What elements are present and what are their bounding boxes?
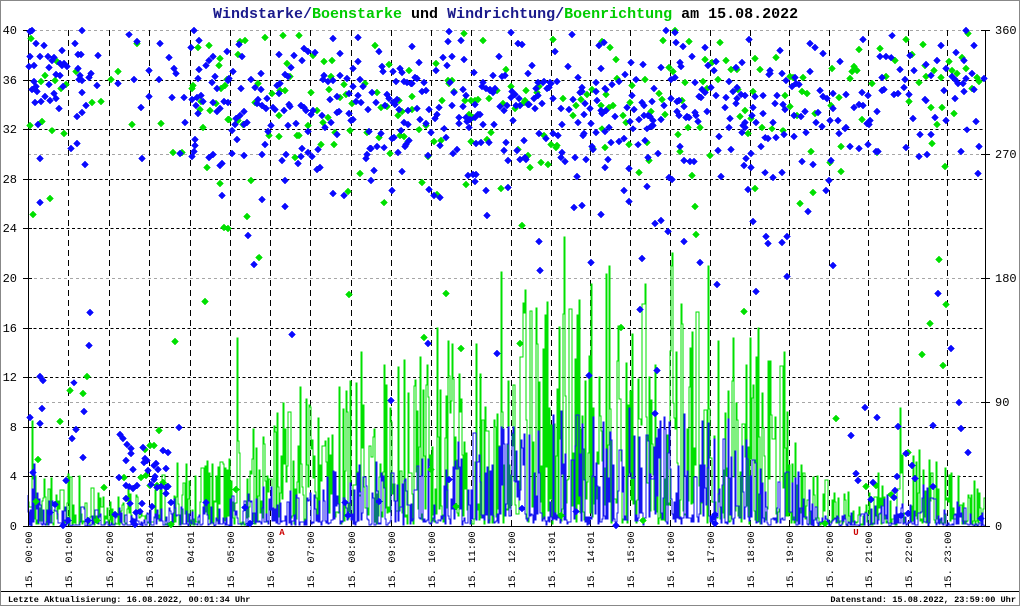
svg-text:15. 22:00: 15. 22:00 [904, 531, 916, 588]
svg-text:Windstarke/Boenstarke und Wind: Windstarke/Boenstarke und Windrichtung/B… [213, 6, 798, 23]
svg-text:A: A [279, 528, 285, 538]
svg-text:15. 20:00: 15. 20:00 [825, 531, 837, 588]
svg-text:40: 40 [3, 24, 17, 38]
svg-text:15. 04:01: 15. 04:01 [186, 531, 198, 588]
svg-text:15. 21:00: 15. 21:00 [864, 531, 876, 588]
svg-text:180: 180 [995, 272, 1017, 286]
svg-text:Letzte Aktualisierung: 16.08.2: Letzte Aktualisierung: 16.08.2022, 00:01… [8, 595, 250, 605]
svg-text:15. 18:00: 15. 18:00 [746, 531, 758, 588]
svg-text:U: U [853, 528, 858, 538]
svg-text:0: 0 [995, 520, 1002, 534]
svg-text:15. 10:00: 15. 10:00 [427, 531, 439, 588]
svg-text:15. 13:01: 15. 13:01 [547, 531, 559, 588]
svg-text:15. 15:00: 15. 15:00 [626, 531, 638, 588]
svg-text:28: 28 [3, 173, 17, 187]
svg-text:15. 05:00: 15. 05:00 [226, 531, 238, 588]
svg-text:15. 19:00: 15. 19:00 [785, 531, 797, 588]
svg-text:15. 00:00: 15. 00:00 [24, 531, 36, 588]
svg-text:24: 24 [3, 222, 17, 236]
svg-text:12: 12 [3, 371, 17, 385]
svg-text:15. 06:00: 15. 06:00 [266, 531, 278, 588]
svg-text:8: 8 [10, 421, 17, 435]
svg-text:16: 16 [3, 322, 17, 336]
svg-text:15. 12:00: 15. 12:00 [507, 531, 519, 588]
svg-text:15. 23:00: 15. 23:00 [943, 531, 955, 588]
svg-text:36: 36 [3, 74, 17, 88]
svg-text:15. 02:00: 15. 02:00 [105, 531, 117, 588]
svg-text:15. 08:00: 15. 08:00 [347, 531, 359, 588]
svg-text:4: 4 [10, 470, 17, 484]
svg-text:15. 17:00: 15. 17:00 [706, 531, 718, 588]
svg-text:15. 16:00: 15. 16:00 [666, 531, 678, 588]
svg-text:15. 11:00: 15. 11:00 [467, 531, 479, 588]
svg-text:0: 0 [10, 520, 17, 534]
svg-text:360: 360 [995, 24, 1017, 38]
svg-text:15. 14:01: 15. 14:01 [586, 531, 598, 588]
svg-text:Datenstand: 15.08.2022, 23:59:: Datenstand: 15.08.2022, 23:59:00 Uhr [830, 595, 1016, 605]
svg-text:20: 20 [3, 272, 17, 286]
svg-text:15. 01:00: 15. 01:00 [64, 531, 76, 588]
svg-text:15. 07:00: 15. 07:00 [306, 531, 318, 588]
svg-text:90: 90 [995, 396, 1009, 410]
svg-text:15. 09:00: 15. 09:00 [387, 531, 399, 588]
svg-text:32: 32 [3, 123, 17, 137]
svg-text:270: 270 [995, 148, 1017, 162]
svg-text:15. 03:01: 15. 03:01 [145, 531, 157, 588]
